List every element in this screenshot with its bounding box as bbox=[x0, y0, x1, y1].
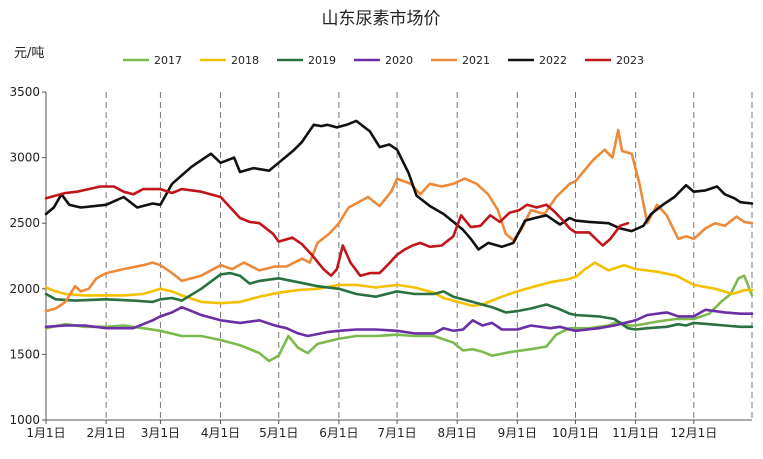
grid-lines bbox=[105, 92, 753, 420]
legend-label-2019: 2019 bbox=[308, 54, 336, 67]
x-tick-label: 2月1日 bbox=[86, 426, 125, 440]
series-line-2023 bbox=[44, 185, 630, 277]
legend-label-2023: 2023 bbox=[616, 54, 644, 67]
x-tick-label: 9月1日 bbox=[498, 426, 537, 440]
series-line-2020 bbox=[44, 305, 754, 338]
series-line-2017 bbox=[44, 274, 754, 363]
y-tick-label: 1500 bbox=[9, 347, 40, 361]
y-tick-label: 2000 bbox=[9, 282, 40, 296]
chart-title: 山东尿素市场价 bbox=[322, 9, 441, 29]
x-tick-label: 6月1日 bbox=[319, 426, 358, 440]
series-line-2018 bbox=[44, 261, 754, 308]
y-axis-unit-label: 元/吨 bbox=[14, 46, 44, 61]
legend-label-2017: 2017 bbox=[154, 54, 182, 67]
legend-label-2018: 2018 bbox=[231, 54, 259, 67]
x-tick-label: 8月1日 bbox=[438, 426, 477, 440]
x-tick-label: 10月1日 bbox=[552, 426, 599, 440]
x-tick-label: 7月1日 bbox=[377, 426, 416, 440]
series-group bbox=[44, 119, 754, 363]
y-tick-label: 3000 bbox=[9, 151, 40, 165]
axes: 1000 1500 2000 2500 3000 3500 1月1日 2月1日 3月1日 4月1日… bbox=[9, 85, 752, 440]
y-tick-label: 3500 bbox=[9, 85, 40, 99]
x-tick-label: 12月1日 bbox=[670, 426, 717, 440]
legend-label-2021: 2021 bbox=[462, 54, 490, 67]
legend: 2017 2018 2019 2020 2021 2022 2023 bbox=[123, 54, 644, 67]
legend-label-2020: 2020 bbox=[385, 54, 413, 67]
x-tick-label: 3月1日 bbox=[141, 426, 180, 440]
series-line-2022 bbox=[44, 119, 754, 251]
series-line-2019 bbox=[44, 271, 754, 331]
x-tick-label: 1月1日 bbox=[26, 426, 65, 440]
y-tick-label: 2500 bbox=[9, 216, 40, 230]
x-tick-label: 5月1日 bbox=[259, 426, 298, 440]
series-line-2021 bbox=[44, 128, 754, 313]
legend-label-2022: 2022 bbox=[539, 54, 567, 67]
y-tick-label: 1000 bbox=[9, 413, 40, 427]
x-tick-label: 11月1日 bbox=[612, 426, 659, 440]
x-tick-label: 4月1日 bbox=[201, 426, 240, 440]
